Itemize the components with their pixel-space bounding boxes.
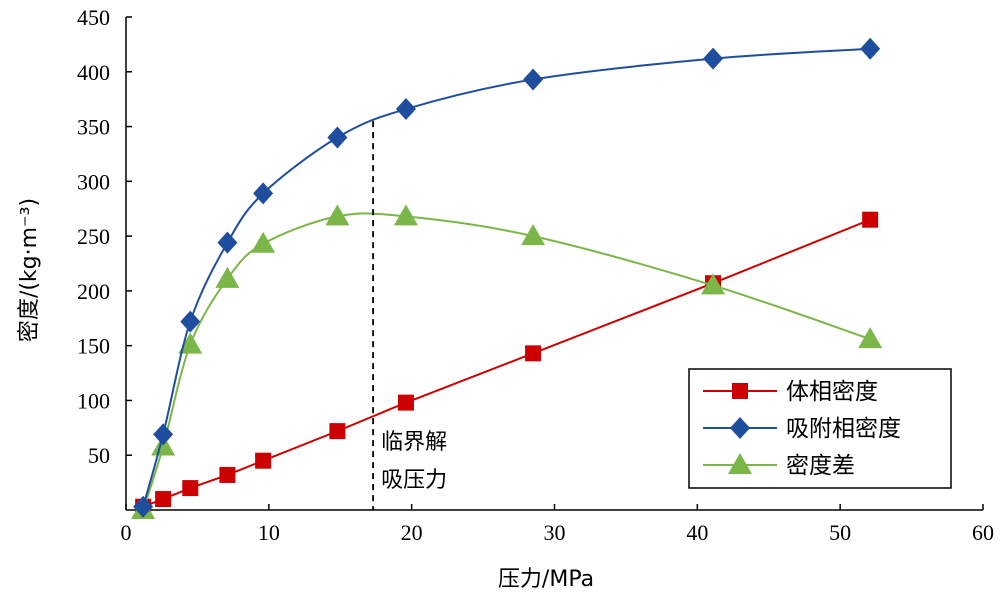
data-point [701,273,726,295]
data-point [219,466,236,483]
data-point [133,495,154,518]
annotation: 临界解 吸压力 [372,121,447,510]
data-point [395,98,416,121]
data-point [215,266,240,288]
x-tick-label: 20 [401,520,423,545]
series-layer [131,37,883,519]
y-tick-label: 100 [77,388,110,413]
data-point [182,480,199,497]
data-point [327,126,348,149]
data-point [178,332,203,354]
y-tick-label: 300 [77,169,110,194]
x-tick-label: 10 [258,520,280,545]
x-tick-label: 40 [686,520,708,545]
annotation-text-line1: 临界解 [381,430,447,455]
data-point [325,204,350,226]
legend-marker [730,417,750,439]
series-diamond [133,37,881,518]
data-point [180,310,201,333]
series-triangle [131,204,883,519]
data-point [155,491,172,508]
x-tick-label: 0 [121,520,132,545]
data-point [523,68,544,91]
y-tick-label: 150 [77,334,110,359]
y-tick-label: 50 [88,443,110,468]
y-tick-label: 350 [77,115,110,140]
series-line [142,218,871,508]
annotation-text-line2: 吸压力 [381,468,447,493]
x-tick-label: 30 [544,520,566,545]
x-tick-label: 50 [829,520,851,545]
x-tick-label: 60 [972,520,994,545]
y-tick-label: 200 [77,279,110,304]
legend-label: 密度差 [786,453,855,479]
data-point [393,204,418,226]
y-tick-label: 400 [77,60,110,85]
data-point [255,452,272,469]
legend-label: 吸附相密度 [786,416,901,442]
data-point [329,423,346,440]
legend-marker [728,453,752,474]
legend-label: 体相密度 [786,379,878,405]
legend-marker [732,383,748,399]
data-point [858,327,883,349]
x-axis-title: 压力/MPa [498,567,594,592]
y-axis-title: 密度/(kg·m⁻³) [17,198,42,342]
data-point [521,224,546,246]
y-tick-label: 450 [77,5,110,30]
data-point [253,182,274,205]
data-point [251,231,276,253]
data-point [703,47,724,70]
data-point [397,394,414,411]
y-tick-label: 250 [77,224,110,249]
data-point [860,37,881,60]
data-point [525,345,542,362]
data-point [217,231,238,254]
axes: 50 100 150 200 250 300 350 400 450 0 10 20 30 40 50 60 [77,5,994,545]
data-point [862,211,879,228]
data-point [153,423,174,446]
